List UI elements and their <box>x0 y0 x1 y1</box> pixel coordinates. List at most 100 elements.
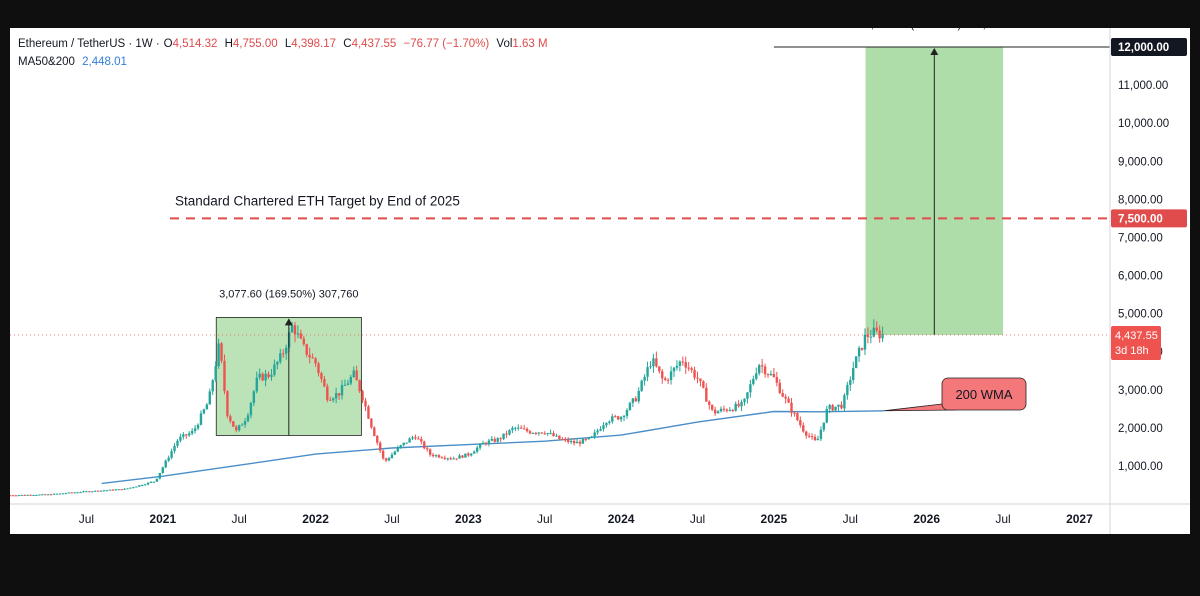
candle-body <box>99 490 103 492</box>
candle-body <box>155 478 159 482</box>
candle-body <box>420 438 423 442</box>
candle-body <box>857 347 861 357</box>
candle-body <box>743 398 746 403</box>
candle-body <box>646 367 649 377</box>
candle-body <box>816 438 820 441</box>
candle-body <box>331 398 335 401</box>
candle-body <box>82 491 85 493</box>
candle-body <box>182 434 185 437</box>
candle-body <box>525 428 529 432</box>
current-price-badge <box>1111 326 1161 361</box>
candle-body <box>705 387 708 402</box>
candle-body <box>628 402 632 411</box>
candle-body <box>452 458 455 460</box>
candle-body <box>793 412 796 414</box>
candle-body <box>237 425 241 431</box>
open-value: 4,514.32 <box>172 38 218 50</box>
candle-body <box>666 379 670 381</box>
price-tick-label: 3,000.00 <box>1118 385 1163 397</box>
top-level-badge <box>1111 38 1187 57</box>
candle-body <box>70 492 73 494</box>
candle-body <box>299 333 303 339</box>
candle-body <box>572 440 576 444</box>
measure-arrowhead-2021 <box>284 318 293 326</box>
candle-body <box>831 405 834 411</box>
countdown-label: 3d 18h <box>1115 345 1149 357</box>
time-tick-label: Jul <box>690 512 705 526</box>
candle-body <box>105 490 109 492</box>
candle-body <box>399 445 402 448</box>
close-label: C <box>343 38 352 50</box>
price-tick-label: 6,000.00 <box>1118 271 1163 283</box>
candle-body <box>537 432 541 434</box>
candle-body <box>522 428 526 430</box>
candle-body <box>361 391 364 401</box>
candle-body <box>337 393 341 396</box>
price-tick-label: 5,000.00 <box>1118 309 1163 321</box>
candle-body <box>211 380 214 392</box>
low-value: 4,398.17 <box>291 38 337 50</box>
time-tick-label: Jul <box>537 512 552 526</box>
candle-body <box>141 485 144 487</box>
candle-body <box>258 373 261 378</box>
candle-body <box>17 495 21 497</box>
candle-body <box>73 492 76 494</box>
candle-body <box>807 435 811 437</box>
candle-body <box>725 409 729 411</box>
candle-body <box>102 490 106 492</box>
candle-body <box>164 460 167 468</box>
candle-body <box>143 484 147 486</box>
candle-body <box>737 403 740 407</box>
symbol-title[interactable]: Ethereum / TetherUS · 1W · <box>18 38 160 50</box>
ma-header[interactable]: MA50&200 2,448.01 <box>18 56 131 68</box>
candle-body <box>381 450 385 459</box>
candle-body <box>543 433 546 435</box>
candle-body <box>475 447 479 452</box>
candle-body <box>149 481 153 483</box>
price-chart[interactable]: 3,077.60 (169.50%) 307,760 7,570.94 (170.… <box>10 28 1190 534</box>
candle-body <box>834 406 837 411</box>
candle-body <box>687 367 690 369</box>
candle-body <box>473 451 476 454</box>
candle-body <box>35 494 38 496</box>
measure-label-2025: 7,570.94 (170.94%) 757,094 <box>865 28 1004 31</box>
candle-body <box>810 436 814 438</box>
candle-body <box>763 366 767 375</box>
price-tick-label: 8,000.00 <box>1118 194 1163 206</box>
candle-body <box>396 447 400 452</box>
candle-body <box>663 378 667 380</box>
candle-body <box>417 438 420 440</box>
time-tick-label: Jul <box>231 512 246 526</box>
candle-body <box>854 356 858 369</box>
candle-body <box>431 454 435 457</box>
candle-body <box>378 442 382 451</box>
candle-body <box>546 433 549 435</box>
candle-body <box>760 365 764 367</box>
candle-body <box>863 334 867 350</box>
candle-body <box>123 488 126 490</box>
candle-body <box>276 361 279 365</box>
candle-body <box>616 416 620 420</box>
candle-body <box>14 495 18 497</box>
candle-body <box>214 366 217 381</box>
candle-body <box>402 442 405 446</box>
candle-body <box>129 487 132 489</box>
candle-body <box>340 385 344 396</box>
high-label: H <box>224 38 233 50</box>
candle-body <box>787 398 790 403</box>
candle-body <box>514 427 517 429</box>
candle-body <box>390 454 394 459</box>
candle-body <box>578 441 582 444</box>
measure-label-2021: 3,077.60 (169.50%) 307,760 <box>219 288 358 300</box>
candle-body <box>872 327 875 337</box>
candle-body <box>308 354 311 358</box>
time-tick-label: Jul <box>79 512 94 526</box>
candle-body <box>517 427 520 429</box>
candle-body <box>822 422 826 430</box>
candle-body <box>637 390 640 402</box>
candle-body <box>208 391 211 405</box>
target-badge <box>1111 209 1187 228</box>
low-label: L <box>284 38 292 50</box>
candle-body <box>672 367 676 372</box>
candle-body <box>235 426 238 431</box>
